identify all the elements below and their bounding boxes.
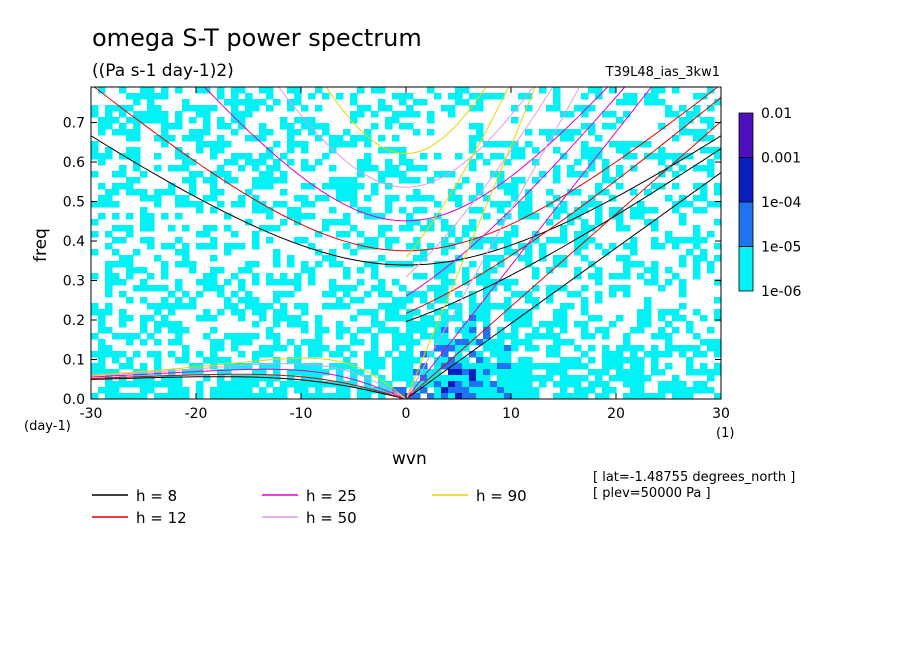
x-axis-title: wvn [392,449,427,469]
dispersion-curve [405,148,721,323]
colorbar-label: 1e-04 [761,195,801,211]
plot-area [90,86,722,400]
legend-label: h = 8 [136,487,177,505]
legend-label: h = 50 [306,509,357,527]
dispersion-curve [91,357,407,399]
x-tick-label: 0 [402,406,411,422]
legend-label: h = 25 [306,487,357,505]
y-tick-label: 0.6 [63,155,85,171]
chart-subtitle: ((Pa s-1 day-1)2) [92,61,234,81]
legend: h = 8 h = 12 h = 25 h = 50 h = 90 [92,487,527,527]
dispersion-curve [203,87,609,222]
y-tick-label: 0.7 [63,116,85,132]
x-unit-label: (1) [716,426,734,441]
legend-label: h = 12 [136,509,187,527]
x-tick-label: 10 [502,406,520,422]
dispersion-curve [91,373,407,399]
dispersion-curve [325,87,487,155]
y-tick-label: 0.0 [63,392,85,408]
dispersion-curve [405,87,554,278]
x-axis: -30 -20 -10 0 10 20 30 [80,87,730,422]
y-axis: 0.0 0.1 0.2 0.3 0.4 0.5 0.6 0.7 [63,116,721,408]
x-tick-label: -10 [290,406,313,422]
colorbar-swatch [738,157,754,203]
colorbar-label: 0.01 [761,106,792,122]
dispersion-curve [93,87,719,252]
colorbar-swatch [738,246,754,292]
y-tick-label: 0.2 [63,313,85,329]
chart-title: omega S-T power spectrum [92,24,422,52]
x-tick-label: -30 [80,406,103,422]
dispersion-curve [91,363,407,399]
dispersion-curve [405,87,653,399]
plev-annotation: [ plev=50000 Pa ] [593,486,711,501]
legend-label: h = 90 [476,487,527,505]
y-axis-title: freq [31,228,51,262]
dispersion-curve [91,368,407,399]
colorbar-swatch [738,112,754,158]
colorbar-swatch [738,201,754,247]
y-tick-label: 0.1 [63,353,85,369]
x-tick-label: 30 [712,406,730,422]
colorbar-label: 1e-06 [761,284,801,300]
dispersion-curve [405,96,721,314]
dispersion-curve [405,172,721,399]
dispersion-curve [405,87,581,399]
lat-annotation: [ lat=-1.48755 degrees_north ] [593,470,795,485]
dispersion-curve [91,376,407,399]
x-tick-label: -20 [185,406,208,422]
colorbar-label: 0.001 [761,151,801,167]
dispersion-curve [91,135,721,266]
dispersion-curve [405,87,626,297]
colorbar: 0.01 0.001 1e-04 1e-05 1e-06 [738,106,801,300]
dispersion-curve [405,87,510,258]
y-tick-label: 0.5 [63,195,85,211]
dispersion-curve [405,87,536,399]
y-tick-label: 0.3 [63,274,85,290]
x-tick-label: 20 [607,406,625,422]
y-tick-label: 0.4 [63,234,85,250]
y-unit-label: (day-1) [24,419,71,434]
dispersion-curve [278,87,535,188]
run-label: T39L48_ias_3kw1 [605,65,720,80]
colorbar-label: 1e-05 [761,240,801,256]
dispersion-curve [405,121,721,399]
